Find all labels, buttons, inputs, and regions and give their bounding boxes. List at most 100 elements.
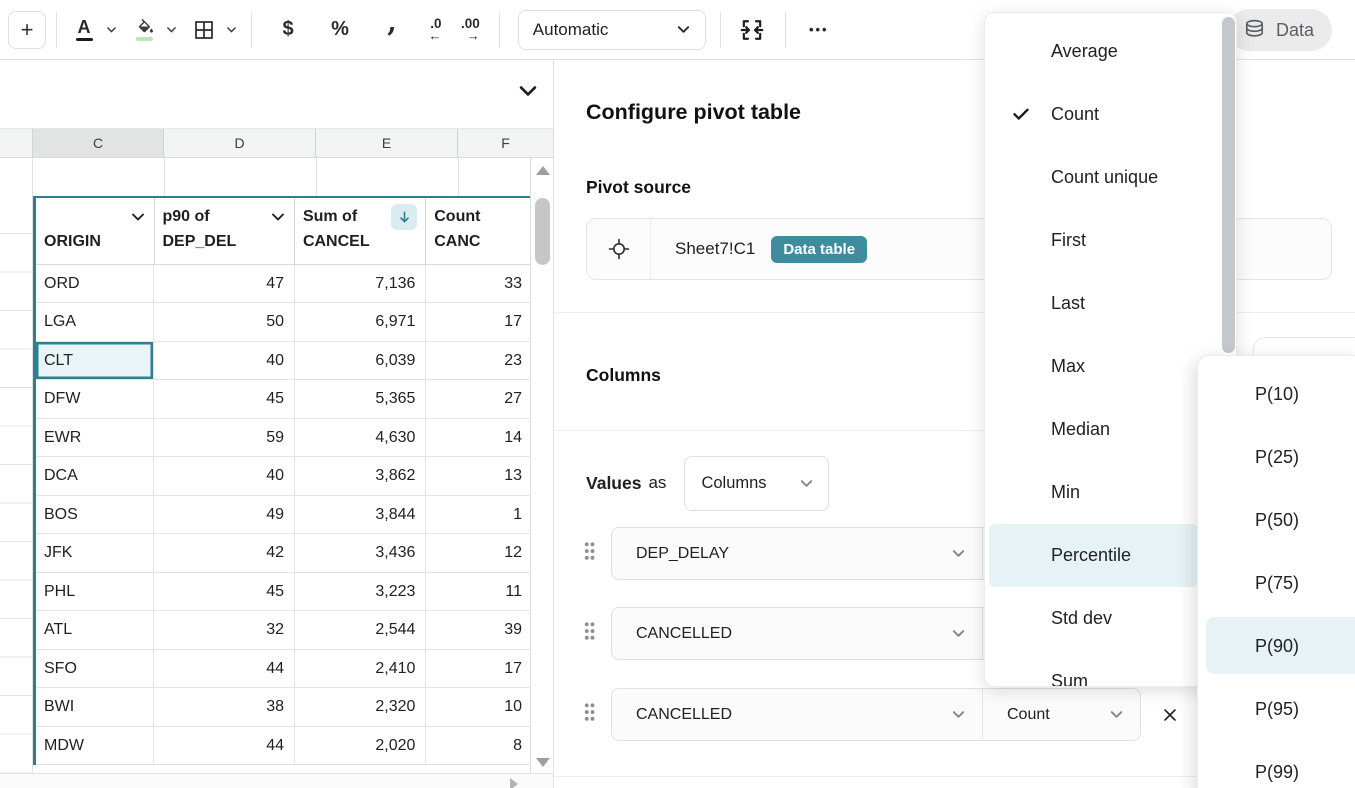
fill-color-button[interactable] xyxy=(127,11,161,49)
cell-p90[interactable]: 40 xyxy=(154,457,295,495)
cell-origin[interactable]: PHL xyxy=(36,572,155,610)
add-button[interactable]: + xyxy=(8,10,46,49)
cell-count[interactable]: 23 xyxy=(504,351,523,369)
column-header-c[interactable]: C xyxy=(33,129,164,157)
submenu-item-p25[interactable]: P(25) xyxy=(1255,447,1300,467)
submenu-item-p50[interactable]: P(50) xyxy=(1255,510,1300,530)
number-format-select[interactable]: Automatic xyxy=(517,9,706,50)
data-button[interactable]: Data xyxy=(1227,9,1332,51)
cell-sum[interactable]: 4,630 xyxy=(295,418,427,456)
cell-p90[interactable]: 44 xyxy=(154,649,295,687)
cell-count[interactable]: 10 xyxy=(504,698,523,715)
cell-sum[interactable]: 2,020 xyxy=(295,726,427,764)
cell-count[interactable]: 11 xyxy=(505,582,523,600)
vertical-scrollbar-thumb[interactable] xyxy=(534,198,550,265)
cell-sum[interactable]: 3,862 xyxy=(295,457,427,495)
menu-item-count[interactable]: Count xyxy=(1051,104,1100,124)
cell-sum[interactable]: 5,365 xyxy=(295,380,427,418)
merge-cells-button[interactable] xyxy=(735,11,769,49)
submenu-item-p90[interactable]: P(90) xyxy=(1255,636,1300,656)
cell-sum[interactable]: 6,971 xyxy=(295,303,427,341)
cell-p90[interactable]: 44 xyxy=(154,726,295,764)
cell-origin[interactable]: BWI xyxy=(36,688,155,726)
menu-item-sum[interactable]: Sum xyxy=(1051,671,1089,687)
cell-origin[interactable]: BOS xyxy=(36,495,155,533)
sort-descending-button[interactable] xyxy=(391,204,418,230)
cell-p90[interactable]: 40 xyxy=(154,341,295,379)
cell-count[interactable]: 17 xyxy=(504,313,523,330)
cell-count[interactable]: 27 xyxy=(504,390,523,407)
cell-p90[interactable]: 32 xyxy=(154,611,295,649)
cell-origin[interactable]: DCA xyxy=(36,457,155,495)
currency-format-button[interactable]: $ xyxy=(282,18,294,40)
scroll-up-icon[interactable] xyxy=(536,166,550,175)
increase-decimal-button[interactable]: .00 → xyxy=(452,11,489,49)
cell-count[interactable]: 39 xyxy=(504,621,523,638)
menu-item-max[interactable]: Max xyxy=(1051,356,1086,376)
column-header-f[interactable]: F xyxy=(501,135,510,151)
submenu-item-p95[interactable]: P(95) xyxy=(1255,699,1300,719)
cell-p90[interactable]: 47 xyxy=(154,264,295,302)
cell-p90[interactable]: 38 xyxy=(154,688,295,726)
submenu-item-p99[interactable]: P(99) xyxy=(1255,762,1300,782)
cell-sum[interactable]: 6,039 xyxy=(295,341,427,379)
cell-count[interactable]: 12 xyxy=(504,544,523,561)
column-header-e[interactable]: E xyxy=(316,129,458,157)
decrease-decimal-button[interactable]: .0 ← xyxy=(418,11,452,49)
chevron-down-icon[interactable] xyxy=(130,209,146,225)
cell-p90[interactable]: 50 xyxy=(154,303,295,341)
fill-color-chevron[interactable] xyxy=(161,11,181,49)
cell-p90[interactable]: 45 xyxy=(154,380,295,418)
cell-sum[interactable]: 3,844 xyxy=(295,495,427,533)
cell-origin[interactable]: JFK xyxy=(36,534,155,572)
select-range-button[interactable] xyxy=(587,219,651,279)
column-header-d[interactable]: D xyxy=(164,129,316,157)
cell-p90[interactable]: 45 xyxy=(154,572,295,610)
cell-count[interactable]: 13 xyxy=(504,467,523,484)
borders-button[interactable] xyxy=(187,11,221,49)
cell-count[interactable]: 14 xyxy=(504,428,523,446)
more-options-button[interactable]: ••• xyxy=(808,22,829,37)
pivot-header-count[interactable]: Count CANC xyxy=(426,198,531,265)
cell-count[interactable]: 33 xyxy=(504,274,523,292)
menu-item-count-unique[interactable]: Count unique xyxy=(1051,167,1159,187)
cell-sum[interactable]: 2,410 xyxy=(295,649,427,687)
cell-origin[interactable]: LGA xyxy=(36,303,155,341)
cell-count[interactable]: 1 xyxy=(513,505,523,523)
collapse-chevron-icon[interactable] xyxy=(511,76,545,106)
pivot-header-sum[interactable]: Sum of CANCEL xyxy=(294,198,427,265)
vertical-scrollbar[interactable] xyxy=(530,158,553,773)
scroll-right-icon[interactable] xyxy=(510,778,518,788)
menu-item-first[interactable]: First xyxy=(1051,230,1086,250)
cell-origin[interactable]: ATL xyxy=(36,611,155,649)
scroll-down-icon[interactable] xyxy=(536,758,550,767)
chevron-down-icon[interactable] xyxy=(270,209,286,225)
text-color-chevron[interactable] xyxy=(101,11,121,49)
cell-origin[interactable]: DFW xyxy=(36,380,155,418)
cell-count[interactable]: 8 xyxy=(513,736,523,754)
percent-format-button[interactable]: % xyxy=(331,18,349,40)
horizontal-scrollbar[interactable] xyxy=(0,773,553,788)
column-header-sliver[interactable] xyxy=(0,129,33,157)
field-select-cancelled-2[interactable]: CANCELLED xyxy=(612,689,983,740)
cell-sum[interactable]: 3,436 xyxy=(295,534,427,572)
drag-handle-icon[interactable] xyxy=(583,621,596,641)
submenu-item-p75[interactable]: P(75) xyxy=(1255,573,1300,593)
submenu-item-p10[interactable]: P(10) xyxy=(1255,384,1300,404)
values-mode-select[interactable]: Columns xyxy=(684,455,830,511)
comma-format-button[interactable]: , xyxy=(387,7,397,38)
field-select-dep-delay[interactable]: DEP_DELAY xyxy=(612,528,983,579)
pivot-header-origin[interactable]: ORIGIN xyxy=(36,198,155,265)
aggregation-select-count[interactable]: Count xyxy=(983,689,1140,740)
text-color-button[interactable]: A xyxy=(67,11,101,49)
cell-p90[interactable]: 42 xyxy=(154,534,295,572)
menu-item-min[interactable]: Min xyxy=(1051,482,1081,502)
cell-origin[interactable]: ORD xyxy=(36,264,155,302)
cell-p90[interactable]: 49 xyxy=(154,495,295,533)
remove-field-button[interactable] xyxy=(1153,698,1187,732)
cell-count[interactable]: 17 xyxy=(504,659,523,677)
menu-item-std-dev[interactable]: Std dev xyxy=(1051,608,1113,628)
cell-origin[interactable]: SFO xyxy=(36,649,155,687)
field-select-cancelled[interactable]: CANCELLED xyxy=(612,608,983,659)
source-reference[interactable]: Sheet7!C1 xyxy=(675,239,756,258)
